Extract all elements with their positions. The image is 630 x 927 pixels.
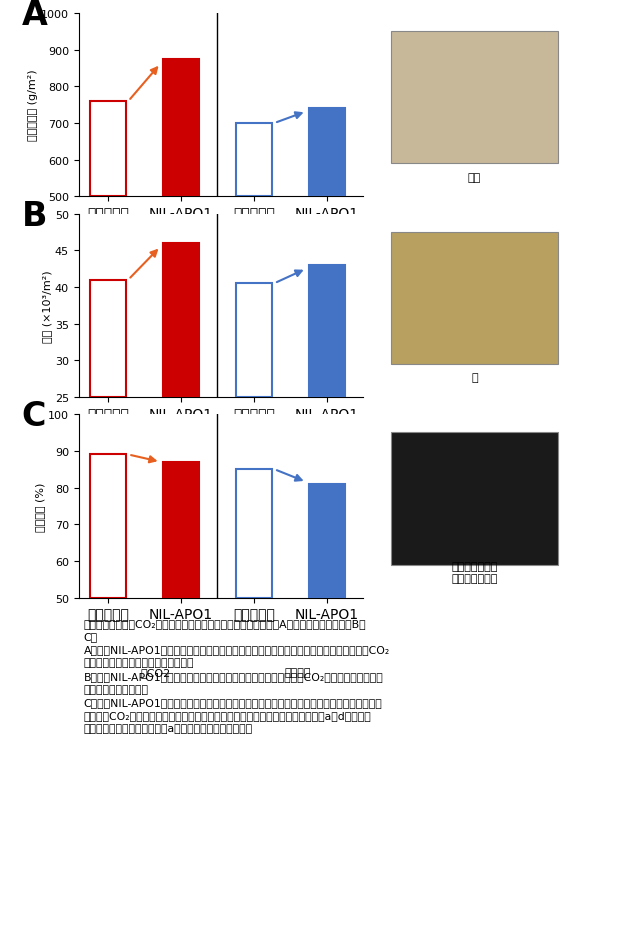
Text: C: C <box>22 400 47 433</box>
Bar <box>89 455 126 598</box>
Text: B: B <box>22 199 47 233</box>
FancyBboxPatch shape <box>391 32 558 164</box>
Bar <box>236 124 272 197</box>
Text: 籠: 籠 <box>471 373 478 383</box>
Bar <box>309 109 345 197</box>
Text: 精米: 精米 <box>468 172 481 183</box>
Bar <box>89 280 126 398</box>
Text: A: A <box>22 0 48 32</box>
Text: 高CO2: 高CO2 <box>140 267 171 277</box>
Text: 図１　異なる大気CO₂濃度及び品種・系統における精玄米収量（A）及び収量構成要素（B、
C）
A：　「NIL-APO1」は「コシヒカリ」に比べ、通常大気条件下で: 図１ 異なる大気CO₂濃度及び品種・系統における精玄米収量（A）及び収量構成要素… <box>84 618 390 733</box>
Text: 通常大気: 通常大気 <box>285 667 311 678</box>
Bar <box>309 266 345 398</box>
Text: 登熟（実の詰ま
り）が異なる籠: 登熟（実の詰ま り）が異なる籠 <box>451 562 498 583</box>
Bar <box>163 59 199 197</box>
Text: 通常大気: 通常大気 <box>285 267 311 277</box>
Bar <box>236 284 272 398</box>
FancyBboxPatch shape <box>391 233 558 364</box>
FancyBboxPatch shape <box>391 433 558 565</box>
Bar <box>163 244 199 398</box>
Bar <box>236 470 272 598</box>
Y-axis label: 籠数 (×10³/m²): 籠数 (×10³/m²) <box>42 270 52 342</box>
Y-axis label: 精玄米収量 (g/m²): 精玄米収量 (g/m²) <box>28 70 38 141</box>
Bar <box>89 102 126 197</box>
Text: 通常大気: 通常大気 <box>285 467 311 477</box>
Bar <box>309 484 345 598</box>
Text: 高CO2: 高CO2 <box>140 467 171 477</box>
Y-axis label: 登熟歩合 (%): 登熟歩合 (%) <box>35 482 45 531</box>
Bar <box>163 463 199 598</box>
Text: 高CO2: 高CO2 <box>140 667 171 678</box>
